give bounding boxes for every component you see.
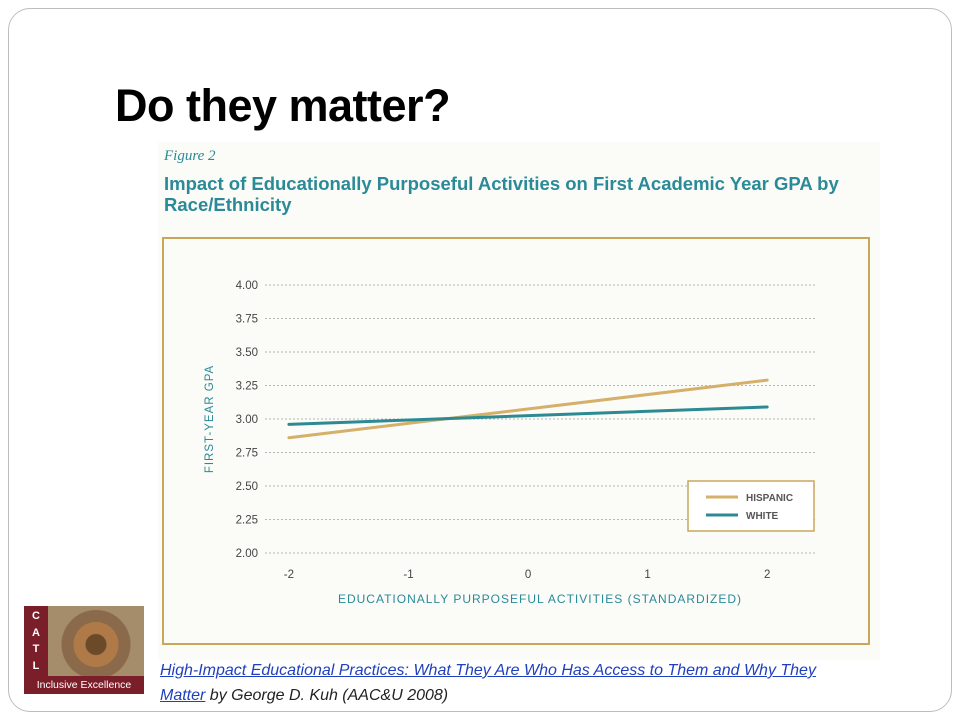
- logo-banner: Inclusive Excellence: [24, 676, 144, 694]
- legend-label-white: WHITE: [746, 511, 779, 522]
- figure-heading: Impact of Educationally Purposeful Activ…: [164, 173, 839, 215]
- slide-title: Do they matter?: [115, 80, 451, 131]
- x-axis-label: EDUCATIONALLY PURPOSEFUL ACTIVITIES (STA…: [338, 592, 742, 606]
- y-tick-label: 2.50: [236, 481, 258, 493]
- y-tick-label: 3.25: [236, 381, 258, 393]
- logo-letter: A: [32, 626, 40, 639]
- x-tick-label: 2: [764, 569, 770, 581]
- logo-letter: L: [32, 659, 40, 672]
- figure-label: Figure 2: [164, 148, 216, 164]
- x-tick-label: 1: [644, 569, 650, 581]
- chart-frame: [162, 237, 870, 645]
- legend-label-hispanic: HISPANIC: [746, 493, 793, 504]
- citation: High-Impact Educational Practices: What …: [160, 658, 840, 708]
- series-line-white: [287, 405, 769, 426]
- logo-photo: [48, 606, 144, 676]
- y-tick-label: 2.25: [236, 515, 258, 527]
- logo-letter: C: [32, 610, 40, 623]
- logo-letters: C A T L: [24, 606, 48, 676]
- y-tick-label: 2.75: [236, 448, 258, 460]
- logo-letter: T: [32, 643, 40, 656]
- y-tick-label: 3.75: [236, 314, 258, 326]
- citation-link[interactable]: High-Impact Educational Practices: What …: [160, 662, 816, 704]
- legend-box: [687, 480, 815, 532]
- citation-author: by George D. Kuh (AAC&U 2008): [205, 687, 449, 704]
- y-tick-label: 4.00: [236, 280, 258, 292]
- figure-panel: [158, 142, 880, 660]
- x-tick-label: 0: [525, 569, 531, 581]
- series-line-hispanic: [287, 378, 769, 440]
- catl-logo: C A T L Inclusive Excellence: [24, 606, 144, 694]
- y-tick-label: 2.00: [236, 548, 258, 560]
- x-tick-label: -2: [284, 569, 294, 581]
- y-tick-label: 3.00: [236, 414, 258, 426]
- y-tick-label: 3.50: [236, 347, 258, 359]
- x-tick-label: -1: [403, 569, 413, 581]
- y-axis-label: FIRST-YEAR GPA: [204, 365, 216, 473]
